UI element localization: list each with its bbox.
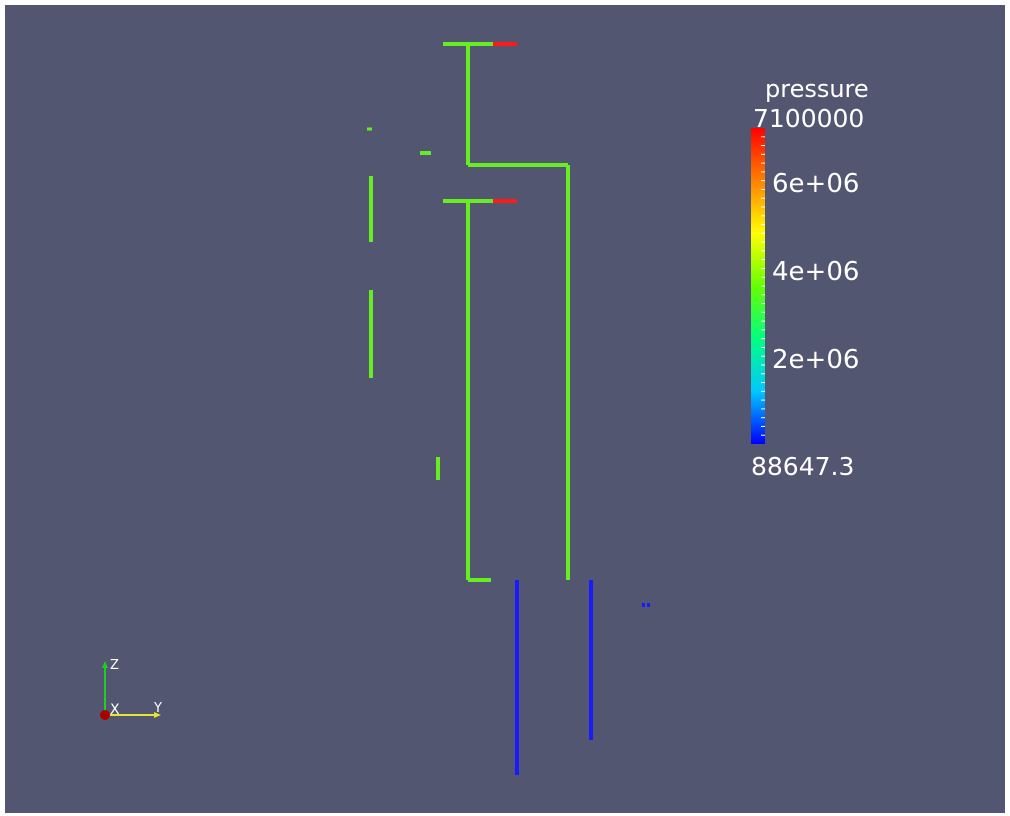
pressure-scene [5, 5, 1005, 813]
legend-tick-label: 6e+06 [772, 169, 860, 199]
z-axis-arrowhead [102, 661, 108, 668]
pressure-color-bar [751, 128, 765, 444]
y-axis-arrowhead [154, 712, 161, 718]
x-axis-origin-dot [100, 710, 110, 720]
x-axis-label: X [110, 702, 120, 718]
orientation-axes: Z X Y [100, 658, 162, 720]
render-viewport[interactable]: pressure 7100000 6e+06 4e+06 2e+06 88647… [5, 5, 1005, 813]
y-axis-label: Y [153, 701, 162, 716]
legend-title: pressure [765, 75, 869, 103]
viewport-background [5, 5, 1005, 813]
legend-max-label: 7100000 [753, 104, 865, 133]
legend-tick-label: 4e+06 [772, 257, 860, 287]
legend-tick-label: 2e+06 [772, 345, 860, 375]
legend-min-label: 88647.3 [751, 452, 855, 481]
color-bar-ticks [761, 136, 765, 436]
z-axis-label: Z [110, 658, 119, 673]
pipe-network [367, 42, 651, 775]
